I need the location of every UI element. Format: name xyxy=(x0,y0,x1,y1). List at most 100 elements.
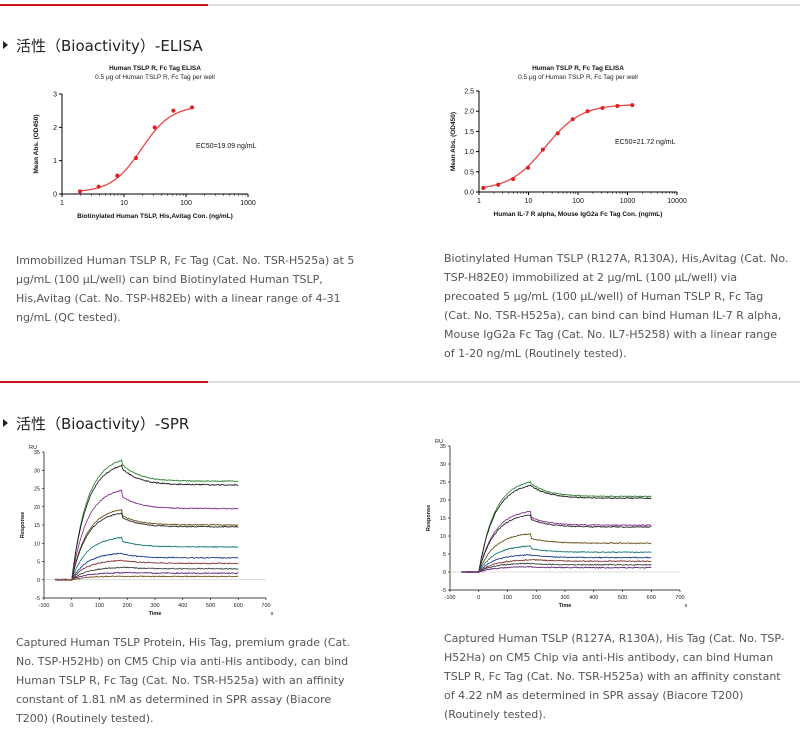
elisa-title-text: 活性（Bioactivity）-ELISA xyxy=(16,36,203,55)
fit-line-c1 xyxy=(478,481,652,573)
fit-line-c4 xyxy=(71,509,239,580)
elisa-right-description: Biotinylated Human TSLP (R127A, R130A), … xyxy=(444,252,789,360)
x-tick-label: 700 xyxy=(675,595,684,601)
fit-line-c1 xyxy=(71,460,239,580)
spr-chart-left: RU -5 0 5 10 15 20 25 30 35 -100 0 100 200 300 400 500 60… xyxy=(20,445,274,617)
y-tick-label: 10 xyxy=(34,541,40,547)
ec50-annotation: EC50=21.72 ng/mL xyxy=(615,139,676,146)
spr-left-description: Captured Human TSLP Protein, His Tag, pr… xyxy=(16,636,351,725)
y-tick-label: 35 xyxy=(34,450,40,456)
caret-right-icon xyxy=(3,419,8,427)
y-tick-label: 30 xyxy=(440,462,446,468)
y-axis-label: Response xyxy=(20,512,26,538)
y-tick-label: 0.5 xyxy=(464,169,474,176)
x-axis-label: Biotinylated Human TSLP, His,Avitag Con.… xyxy=(77,213,233,220)
y-tick-label: 0 xyxy=(37,578,40,584)
sensorgram-c3 xyxy=(54,489,239,581)
fit-line-c7 xyxy=(71,553,239,580)
fit-line-c8 xyxy=(478,559,652,573)
y-tick-label: 25 xyxy=(34,487,40,493)
x-tick-label: 600 xyxy=(234,603,243,609)
data-point xyxy=(511,177,516,182)
data-point xyxy=(77,189,82,194)
top-divider-accent xyxy=(0,4,208,6)
data-point xyxy=(570,117,575,122)
fit-line-c4 xyxy=(478,514,652,573)
fit-line-c8 xyxy=(71,560,239,580)
fit-line-c6 xyxy=(478,545,652,573)
y-tick-label: 1 xyxy=(53,158,57,165)
x-tick-label: -100 xyxy=(444,595,455,601)
x-unit-label: s xyxy=(685,603,688,609)
data-point xyxy=(152,125,157,130)
y-tick-label: 1.5 xyxy=(464,129,474,136)
top-divider xyxy=(0,4,800,6)
x-tick-label: 200 xyxy=(532,595,541,601)
x-tick-label: 1 xyxy=(60,200,64,207)
y-unit-label: RU xyxy=(29,445,37,451)
x-axis-label: Human IL-7 R alpha, Mouse IgG2a Fc Tag C… xyxy=(494,211,663,218)
y-tick-label: 0.0 xyxy=(464,190,474,197)
x-tick-label: 100 xyxy=(180,200,192,207)
data-point xyxy=(615,103,620,108)
x-tick-label: 100 xyxy=(572,198,584,205)
fit-line-c5 xyxy=(71,512,239,580)
elisa-chart-right: Human TSLP R, Fc Tag ELISA 0.5 μg of Huma… xyxy=(450,65,687,218)
y-tick-label: 0 xyxy=(53,192,57,199)
spr-title-text: 活性（Bioactivity）-SPR xyxy=(16,414,190,433)
x-tick-label: 400 xyxy=(178,603,187,609)
fit-curve xyxy=(78,107,194,192)
fit-line-c5 xyxy=(478,533,652,573)
x-tick-label: 10000 xyxy=(667,198,687,205)
data-point xyxy=(133,156,138,160)
x-tick-label: 1 xyxy=(477,198,481,205)
chart-title: Human TSLP R, Fc Tag ELISA xyxy=(109,65,201,72)
y-tick-label: 10 xyxy=(440,534,446,540)
fit-line-c10 xyxy=(71,572,239,580)
fit-line-c9 xyxy=(71,567,239,580)
data-point xyxy=(115,173,120,178)
data-point xyxy=(171,108,176,113)
y-tick-label: 20 xyxy=(34,505,40,511)
fit-line-c7 xyxy=(478,554,652,573)
chart-title: Human TSLP R, Fc Tag ELISA xyxy=(532,65,624,72)
x-tick-label: 10 xyxy=(525,198,533,205)
fit-curve xyxy=(482,104,634,189)
caret-right-icon xyxy=(3,41,8,49)
data-point xyxy=(496,182,501,187)
x-tick-label: 300 xyxy=(560,595,569,601)
elisa-section-title: 活性（Bioactivity）-ELISA xyxy=(0,35,203,55)
x-tick-label: 1000 xyxy=(240,200,256,207)
y-tick-label: 25 xyxy=(440,480,446,486)
x-tick-label: 10 xyxy=(120,200,128,207)
data-point xyxy=(555,131,560,136)
data-point xyxy=(525,165,530,170)
sensorgram-c6 xyxy=(461,545,652,574)
y-tick-label: 1.0 xyxy=(464,149,474,156)
y-axis-label: Response xyxy=(426,505,432,531)
chart-subtitle: 0.5 μg of Human TSLP R, Fc Tag per well xyxy=(518,74,638,81)
chart-subtitle: 0.5 μg of Human TSLP R, Fc Tag per well xyxy=(95,74,215,81)
x-tick-label: -100 xyxy=(38,603,49,609)
x-tick-label: 400 xyxy=(589,595,598,601)
x-unit-label: s xyxy=(271,611,274,617)
x-axis-label: Time xyxy=(559,603,572,609)
y-tick-label: 3 xyxy=(53,92,57,99)
y-tick-label: 5 xyxy=(37,560,40,566)
fit-line-c9 xyxy=(478,563,652,573)
x-tick-label: 0 xyxy=(70,603,73,609)
fit-line-c10 xyxy=(478,566,652,573)
y-tick-label: 2.5 xyxy=(464,89,474,96)
y-tick-label: 2.0 xyxy=(464,109,474,116)
middle-divider xyxy=(0,381,800,383)
fit-line-c2 xyxy=(71,465,239,580)
y-tick-label: 30 xyxy=(34,468,40,474)
fit-line-c6 xyxy=(71,537,239,580)
x-axis-label: Time xyxy=(149,611,162,617)
y-unit-label: RU xyxy=(435,439,443,445)
spr-right-description: Captured Human TSLP (R127A, R130A), His … xyxy=(444,632,785,721)
data-point xyxy=(190,105,195,110)
fit-line-c3 xyxy=(71,489,239,580)
x-tick-label: 300 xyxy=(150,603,159,609)
x-tick-label: 200 xyxy=(123,603,132,609)
